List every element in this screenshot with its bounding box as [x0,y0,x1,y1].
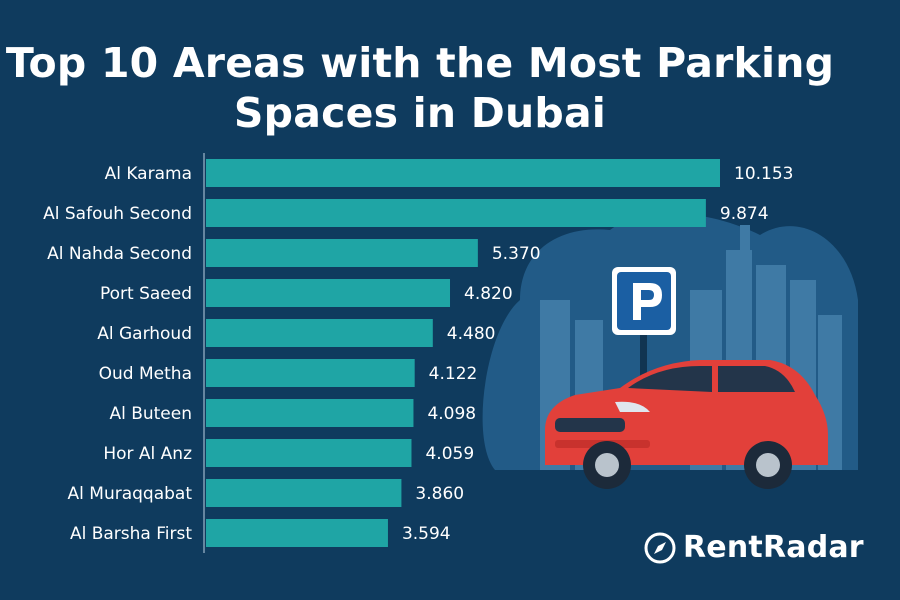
bar-0 [206,159,720,187]
value-label-5: 4.122 [429,364,478,384]
category-label-7: Hor Al Anz [103,444,192,464]
category-label-9: Al Barsha First [70,524,192,544]
compass-icon [644,532,676,563]
parking-sign-icon [612,267,676,380]
value-label-6: 4.098 [427,404,476,424]
bar-2 [206,239,478,267]
bar-3 [206,279,451,307]
bar-1 [206,199,706,227]
bar-6 [206,399,414,427]
car-icon [545,360,828,489]
value-label-9: 3.594 [402,524,451,544]
value-label-1: 9.874 [720,204,769,224]
category-label-3: Port Saeed [100,284,192,304]
category-label-6: Al Buteen [109,404,192,424]
bar-9 [206,519,388,547]
category-label-0: Al Karama [105,164,192,184]
brand-logo: RentRadar [643,530,864,565]
brand-name: RentRadar [683,530,864,565]
bar-4 [206,319,433,347]
category-label-1: Al Safouh Second [43,204,192,224]
value-label-4: 4.480 [447,324,496,344]
value-label-0: 10.153 [734,164,793,184]
value-label-7: 4.059 [425,444,474,464]
value-label-3: 4.820 [464,284,513,304]
bars-group: Al Karama 10.153 Al Safouh Second 9.874 Al N… [43,159,793,547]
category-label-8: Al Muraqqabat [68,484,193,504]
value-label-2: 5.370 [492,244,541,264]
chart-title-line-1: Top 10 Areas with the Most Parking [5,39,835,87]
category-label-2: Al Nahda Second [47,244,192,264]
bar-8 [206,479,402,507]
category-label-4: Al Garhoud [97,324,192,344]
value-label-8: 3.860 [415,484,464,504]
bar-7 [206,439,412,467]
category-label-5: Oud Metha [99,364,192,384]
bar-5 [206,359,415,387]
parking-illustration [482,213,858,489]
chart-title-line-2: Spaces in Dubai [233,89,607,137]
chart-title: Top 10 Areas with the Most Parking Space… [0,38,840,138]
